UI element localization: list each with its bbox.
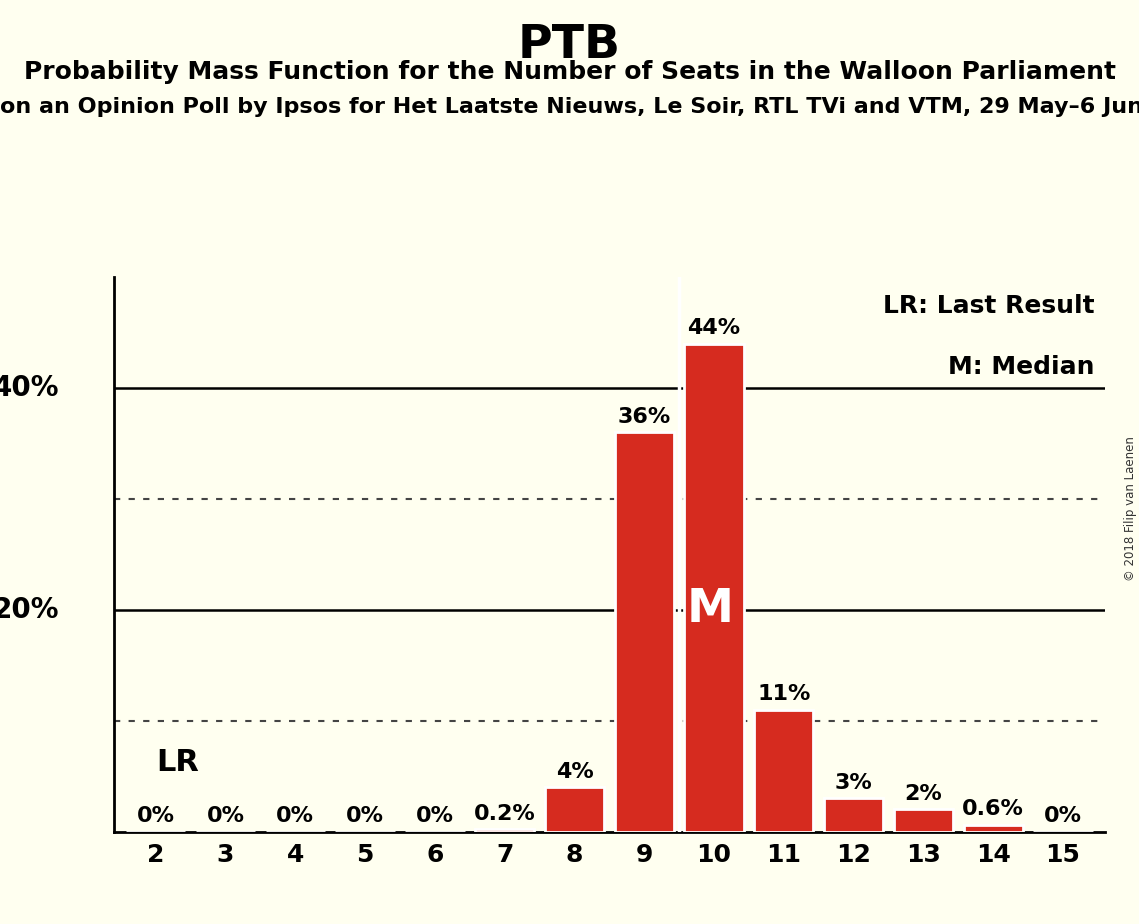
Text: M: Median: M: Median bbox=[949, 355, 1095, 379]
Text: 0%: 0% bbox=[277, 806, 314, 826]
Text: 4%: 4% bbox=[556, 761, 593, 782]
Text: 0%: 0% bbox=[346, 806, 384, 826]
Text: 3%: 3% bbox=[835, 772, 872, 793]
Bar bbox=[685, 344, 744, 832]
Text: 0.2%: 0.2% bbox=[474, 804, 535, 824]
Text: 0%: 0% bbox=[416, 806, 454, 826]
Bar bbox=[964, 825, 1023, 832]
Text: 36%: 36% bbox=[617, 407, 671, 427]
Bar bbox=[823, 798, 883, 832]
Bar bbox=[544, 787, 604, 832]
Bar bbox=[754, 710, 813, 832]
Text: LR: Last Result: LR: Last Result bbox=[884, 294, 1095, 318]
Text: Probability Mass Function for the Number of Seats in the Walloon Parliament: Probability Mass Function for the Number… bbox=[24, 60, 1115, 84]
Text: 2%: 2% bbox=[904, 784, 942, 804]
Bar bbox=[615, 432, 674, 832]
Text: 40%: 40% bbox=[0, 374, 59, 402]
Bar bbox=[894, 809, 953, 832]
Text: 0%: 0% bbox=[206, 806, 245, 826]
Text: 11%: 11% bbox=[757, 684, 811, 704]
Text: 44%: 44% bbox=[688, 318, 740, 338]
Text: 0%: 0% bbox=[1044, 806, 1082, 826]
Text: 0.6%: 0.6% bbox=[962, 799, 1024, 820]
Text: 0%: 0% bbox=[137, 806, 174, 826]
Text: © 2018 Filip van Laenen: © 2018 Filip van Laenen bbox=[1124, 436, 1137, 580]
Bar bbox=[475, 830, 534, 832]
Text: M: M bbox=[687, 588, 734, 632]
Text: PTB: PTB bbox=[518, 23, 621, 68]
Text: on an Opinion Poll by Ipsos for Het Laatste Nieuws, Le Soir, RTL TVi and VTM, 29: on an Opinion Poll by Ipsos for Het Laat… bbox=[0, 97, 1139, 117]
Text: 20%: 20% bbox=[0, 596, 59, 624]
Text: LR: LR bbox=[156, 748, 198, 777]
